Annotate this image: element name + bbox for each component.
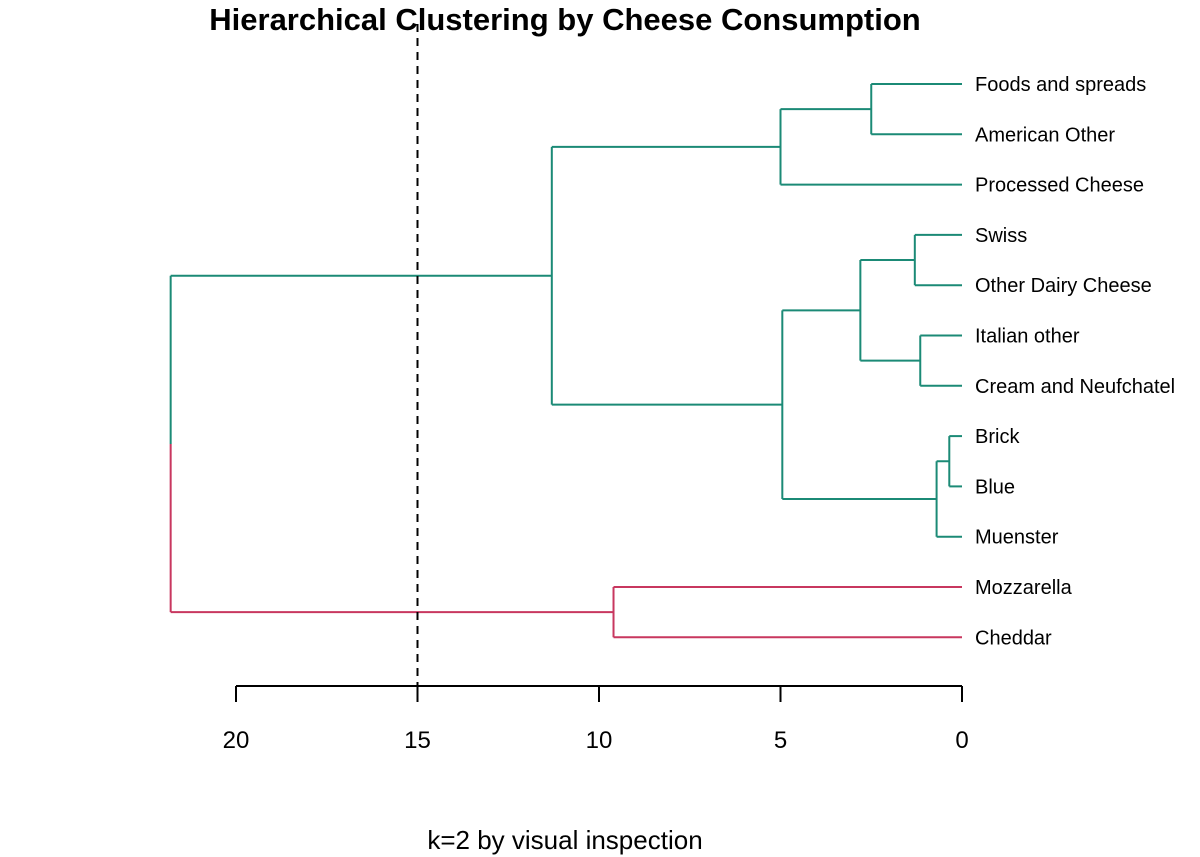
leaf-label: Cheddar: [975, 627, 1052, 649]
leaf-label: Foods and spreads: [975, 74, 1146, 96]
x-tick-label: 5: [774, 727, 787, 754]
leaf-label: Other Dairy Cheese: [975, 275, 1152, 297]
leaf-label: Italian other: [975, 326, 1080, 348]
x-axis: 20 15 10 5 0: [223, 685, 969, 754]
leaf-label: Muenster: [975, 527, 1059, 549]
x-tick-label: 15: [404, 727, 431, 754]
leaf-label: Swiss: [975, 225, 1027, 247]
chart-title: Hierarchical Clustering by Cheese Consum…: [209, 2, 920, 37]
x-tick-label: 20: [223, 727, 250, 754]
leaf-label: Brick: [975, 426, 1020, 448]
leaf-label: Cream and Neufchatel: [975, 376, 1175, 398]
chart-caption: k=2 by visual inspection: [427, 825, 702, 855]
dendrogram-branches: [169, 83, 962, 639]
leaf-label: Mozzarella: [975, 577, 1073, 599]
leaf-labels: Foods and spreads American Other Processed…: [975, 74, 1175, 649]
leaf-label: Blue: [975, 476, 1015, 498]
leaf-label: Processed Cheese: [975, 175, 1144, 197]
x-tick-label: 0: [955, 727, 968, 754]
leaf-label: American Other: [975, 124, 1115, 146]
x-tick-label: 10: [586, 727, 613, 754]
